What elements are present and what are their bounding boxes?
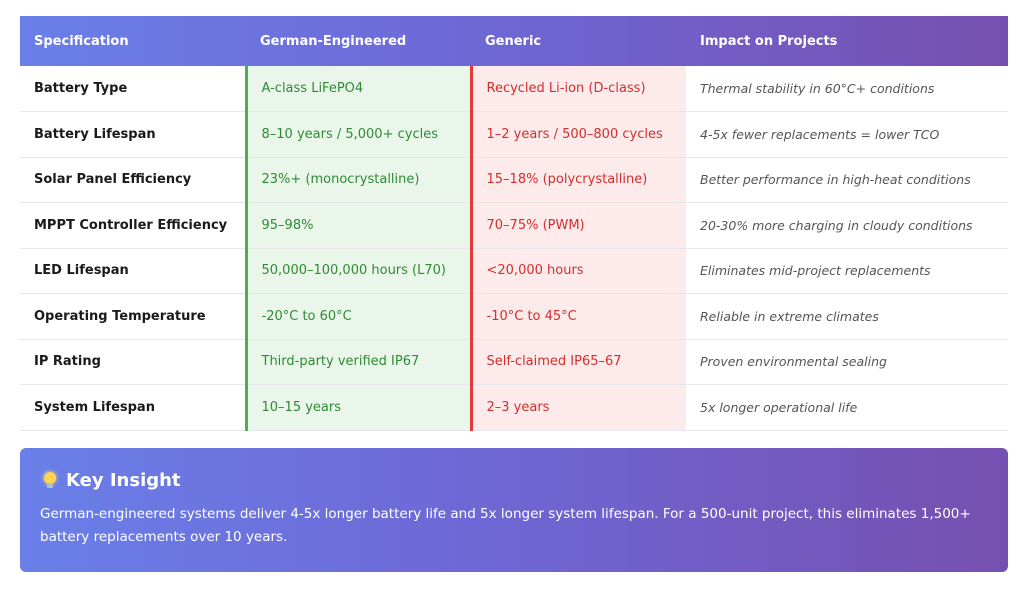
german-cell: 95–98%	[244, 202, 471, 248]
table-row: System Lifespan 10–15 years 2–3 years 5x…	[20, 384, 1008, 430]
generic-cell: <20,000 hours	[469, 248, 686, 294]
generic-cell: 2–3 years	[469, 384, 686, 430]
key-insight-header: Key Insight	[40, 470, 988, 491]
key-insight-text: German-engineered systems deliver 4-5x l…	[40, 506, 971, 545]
impact-cell: Thermal stability in 60°C+ conditions	[686, 66, 1008, 112]
table-row: Battery Lifespan 8–10 years / 5,000+ cyc…	[20, 111, 1008, 157]
impact-cell: Eliminates mid-project replacements	[686, 248, 1008, 294]
header-german-engineered: German-Engineered	[260, 33, 407, 49]
impact-cell: 5x longer operational life	[686, 384, 1008, 430]
spec-cell: Battery Type	[20, 66, 246, 112]
spec-cell: Solar Panel Efficiency	[20, 157, 246, 203]
german-cell: -20°C to 60°C	[244, 293, 471, 339]
lightbulb-icon	[44, 471, 56, 490]
generic-cell: 1–2 years / 500–800 cycles	[469, 111, 686, 157]
german-cell: 8–10 years / 5,000+ cycles	[244, 111, 471, 157]
table-row: Solar Panel Efficiency 23%+ (monocrystal…	[20, 157, 1008, 203]
table-body: Battery Type A-class LiFePO4 Recycled Li…	[20, 66, 1008, 430]
spec-cell: MPPT Controller Efficiency	[20, 202, 246, 248]
table-row: Operating Temperature -20°C to 60°C -10°…	[20, 293, 1008, 339]
table-row: LED Lifespan 50,000–100,000 hours (L70) …	[20, 248, 1008, 294]
generic-cell: Recycled Li-ion (D-class)	[469, 66, 686, 112]
german-cell: Third-party verified IP67	[244, 339, 471, 385]
german-cell: 50,000–100,000 hours (L70)	[244, 248, 471, 294]
spec-cell: LED Lifespan	[20, 248, 246, 294]
spec-cell: IP Rating	[20, 339, 246, 385]
generic-cell: -10°C to 45°C	[469, 293, 686, 339]
generic-cell: 15–18% (polycrystalline)	[469, 157, 686, 203]
impact-cell: Better performance in high-heat conditio…	[686, 157, 1008, 203]
german-cell: 23%+ (monocrystalline)	[244, 157, 471, 203]
key-insight-box: Key Insight German-engineered systems de…	[20, 448, 1008, 572]
header-impact: Impact on Projects	[700, 33, 838, 49]
impact-cell: 20-30% more charging in cloudy condition…	[686, 202, 1008, 248]
impact-cell: 4-5x fewer replacements = lower TCO	[686, 111, 1008, 157]
table-row: Battery Type A-class LiFePO4 Recycled Li…	[20, 66, 1008, 112]
german-cell: A-class LiFePO4	[244, 66, 471, 112]
spec-cell: System Lifespan	[20, 384, 246, 430]
generic-cell: 70–75% (PWM)	[469, 202, 686, 248]
impact-cell: Proven environmental sealing	[686, 339, 1008, 385]
header-row: Specification German-Engineered Generic …	[20, 16, 1008, 66]
impact-cell: Reliable in extreme climates	[686, 293, 1008, 339]
generic-cell: Self-claimed IP65–67	[469, 339, 686, 385]
header-generic: Generic	[485, 33, 542, 49]
table-row: MPPT Controller Efficiency 95–98% 70–75%…	[20, 202, 1008, 248]
table-header: Specification German-Engineered Generic …	[20, 16, 1008, 66]
spec-cell: Battery Lifespan	[20, 111, 246, 157]
key-insight-title: Key Insight	[66, 470, 181, 491]
comparison-table: Specification German-Engineered Generic …	[20, 16, 1008, 431]
spec-cell: Operating Temperature	[20, 293, 246, 339]
header-specification: Specification	[34, 33, 129, 49]
table-row: IP Rating Third-party verified IP67 Self…	[20, 339, 1008, 385]
german-cell: 10–15 years	[244, 384, 471, 430]
